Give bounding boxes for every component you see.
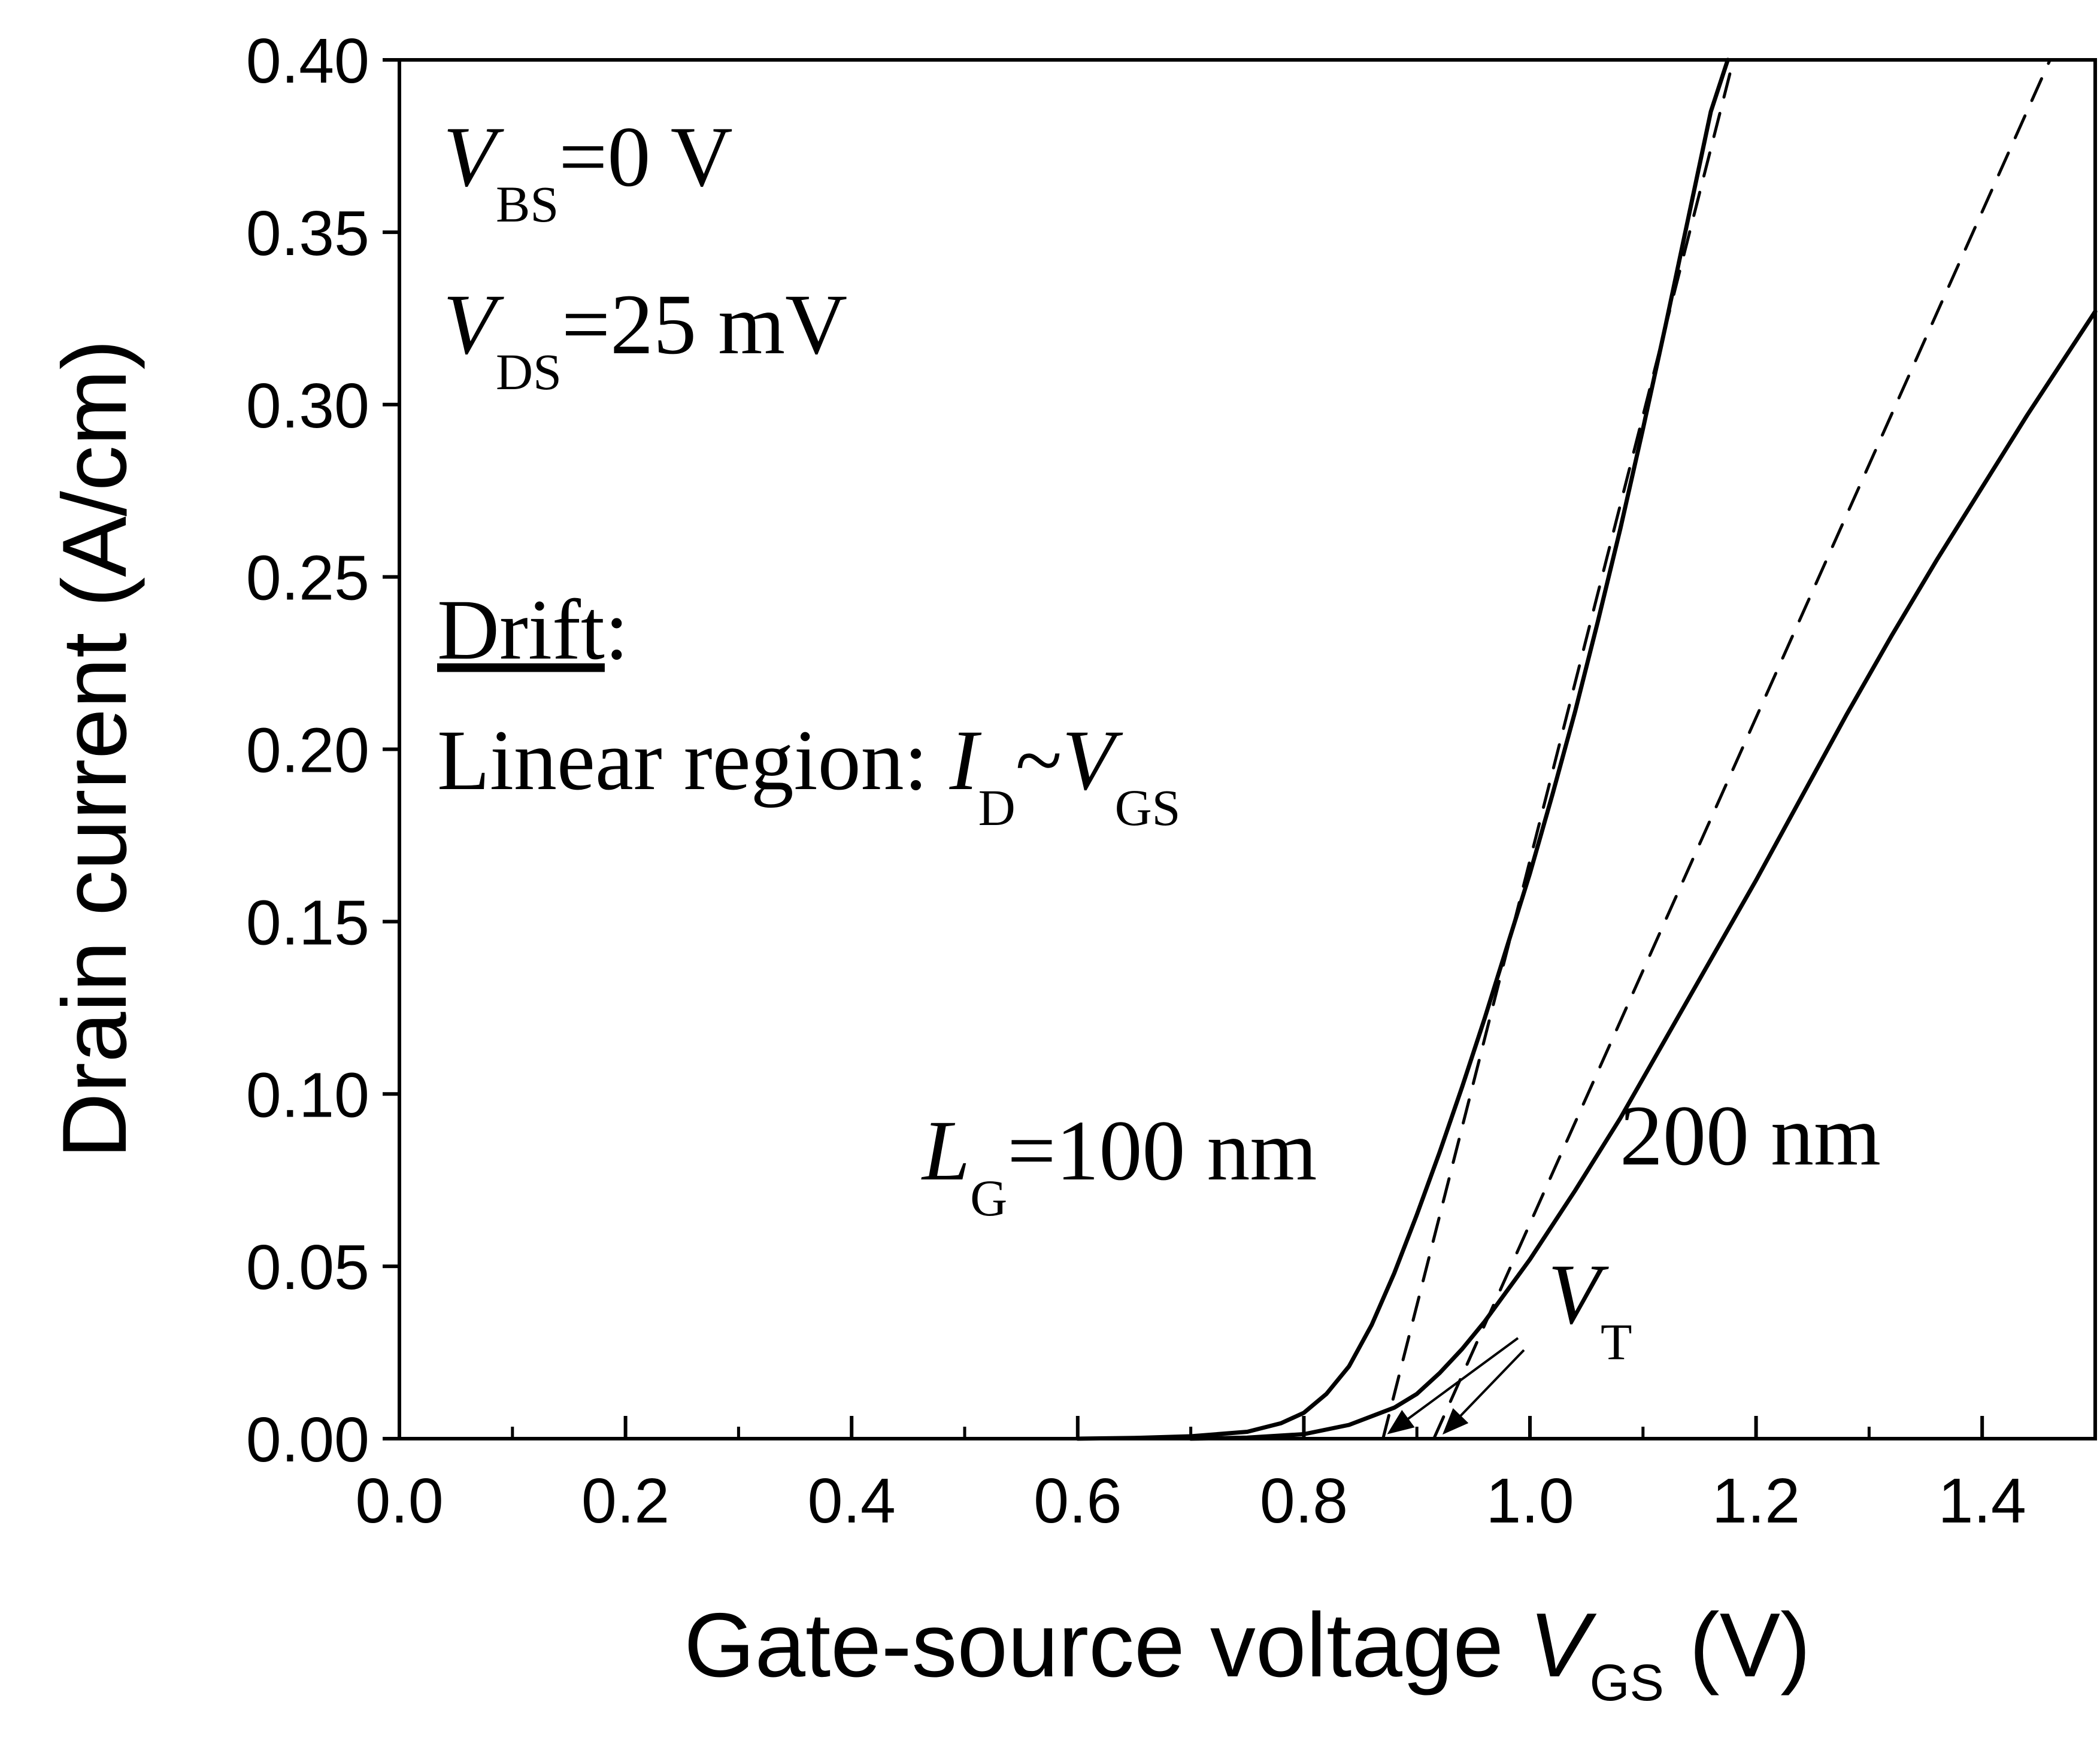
vt-arrow-right [1442,1349,1525,1435]
linear-fit-dashed-line [1381,58,1735,1440]
y-tick-label: 0.00 [246,1405,369,1475]
y-tick-label: 0.10 [246,1060,369,1130]
x-tick-label: 0.4 [808,1466,896,1536]
y-tick-label: 0.05 [246,1232,369,1303]
y-tick-label: 0.40 [246,26,369,96]
x-tick-label: 0.6 [1034,1466,1122,1536]
linear-fit-dashed-line [1432,58,2051,1440]
y-axis-title: Drain current (A/cm) [44,339,146,1158]
plot-frame [398,58,2097,1440]
x-tick-label: 0.0 [355,1466,443,1536]
drift-annotation: Drift: [437,583,629,678]
lg-100nm-label: LG=100 nm [921,1103,1317,1227]
vt-arrow-left [1387,1337,1519,1434]
x-tick-labels: 0.0 0.2 0.4 0.6 0.8 1.0 1.2 1.4 [355,1466,2026,1536]
x-tick-label: 1.2 [1712,1466,1800,1536]
x-tick-label: 1.0 [1486,1466,1574,1536]
x-axis-title: Gate-source voltage VGS (V) [684,1594,1811,1712]
drain-current-curve [1075,57,1730,1441]
x-tick-label: 0.8 [1260,1466,1348,1536]
linear-region-annotation: Linear region: ID~VGS [437,713,1181,836]
y-tick-labels: 0.00 0.05 0.10 0.15 0.20 0.25 0.30 0.35 0.40 [246,26,369,1475]
y-tick-label: 0.25 [246,543,369,614]
drain-current-curve [1189,309,2098,1441]
x-tick-label: 0.2 [581,1466,669,1536]
y-tick-label: 0.15 [246,887,369,958]
x-tick-label: 1.4 [1938,1466,2026,1536]
lg-200nm-label: 200 nm [1620,1088,1881,1184]
y-tick-label: 0.30 [246,371,369,441]
y-tick-label: 0.35 [246,198,369,269]
vds-annotation: VDS=25 mV [443,277,847,401]
data-series [1075,57,2098,1441]
vbs-annotation: VBS=0 V [443,110,733,233]
vt-label: VT [1548,1247,1632,1370]
y-tick-label: 0.20 [246,715,369,786]
